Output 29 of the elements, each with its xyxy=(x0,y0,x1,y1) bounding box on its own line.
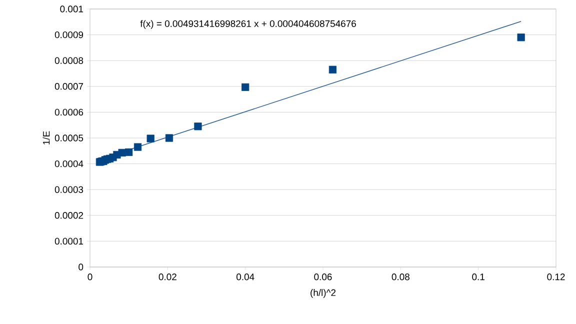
x-tick-label: 0.02 xyxy=(158,274,176,280)
x-tick-label: 0 xyxy=(88,274,92,280)
y-tick-label: 0.0004 xyxy=(54,160,84,168)
point xyxy=(194,122,202,130)
point xyxy=(328,66,337,74)
point xyxy=(517,34,525,42)
y-tick-label: 0.0001 xyxy=(54,238,84,245)
x-tick-label: 0.04 xyxy=(236,274,254,280)
annotation: f(x) = 0.004931416998261 x + 0.000404608754676 xyxy=(140,20,356,29)
point xyxy=(125,148,133,156)
point xyxy=(165,134,174,142)
x-tick-label: 0.1 xyxy=(472,274,484,280)
x-tick-label: 0.08 xyxy=(392,274,410,280)
point xyxy=(242,83,250,91)
y-tick-label: 0 xyxy=(78,264,84,270)
point xyxy=(134,143,142,151)
point xyxy=(146,134,154,142)
x-tick-label: 0.06 xyxy=(314,274,332,280)
x-tick-label: 0.12 xyxy=(547,274,565,280)
y-tick-label: 0.001 xyxy=(60,6,84,12)
y-tick-label: 0.0006 xyxy=(54,108,84,116)
y-tick-label: 0.0005 xyxy=(54,134,84,142)
y-tick-label: 0.0002 xyxy=(54,212,84,219)
x-axis-title: (h/l)^2 xyxy=(310,289,336,298)
y-tick-label: 0.0008 xyxy=(54,57,84,64)
y-tick-label: 0.0003 xyxy=(54,186,84,193)
y-tick-label: 0.0007 xyxy=(54,83,84,90)
y-axis-title: 1/E xyxy=(42,131,50,144)
y-tick-label: 0.0009 xyxy=(54,31,84,38)
